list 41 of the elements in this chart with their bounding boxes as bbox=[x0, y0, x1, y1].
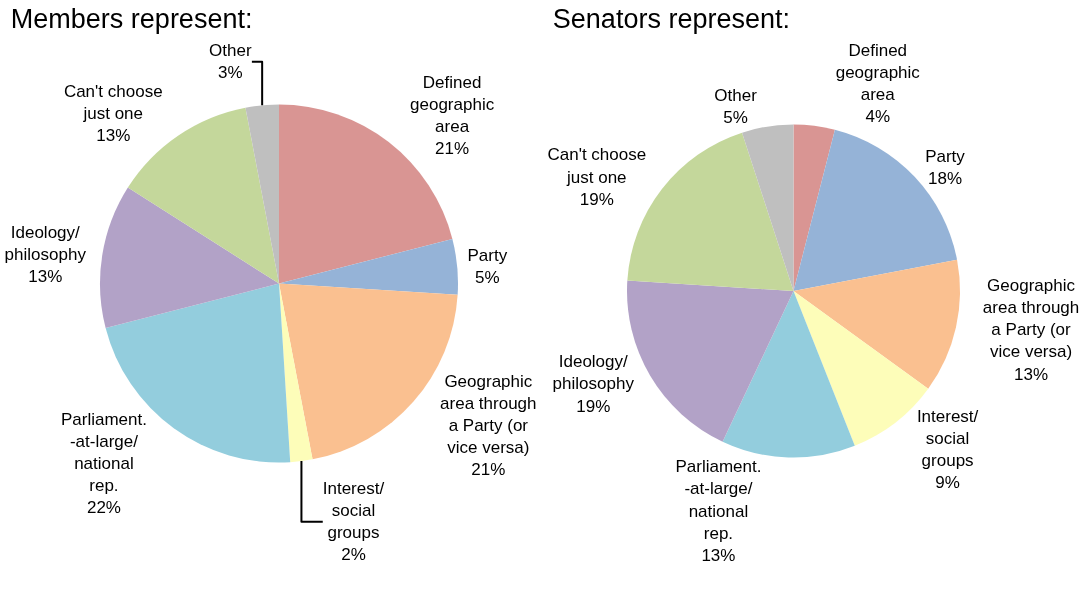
slice-label: Geographic area through a Party (or vice versa) bbox=[440, 371, 537, 457]
data-label: 13% bbox=[96, 126, 131, 146]
pie-slice bbox=[722, 291, 855, 458]
slice-label: Parliament. -at-large/ national rep. bbox=[675, 457, 762, 543]
pie-slice bbox=[742, 124, 794, 291]
data-label: 3% bbox=[218, 63, 243, 83]
pie-slice bbox=[279, 283, 313, 463]
slice-label: Other bbox=[209, 41, 252, 61]
slice-label: Ideology/ philosophy bbox=[4, 223, 87, 265]
data-label: 13% bbox=[701, 545, 736, 565]
slice-label: Ideology/ philosophy bbox=[552, 352, 635, 394]
slice-label: Can't choose just one bbox=[63, 82, 163, 124]
pie-slice bbox=[100, 187, 279, 329]
chart-title: Members represent: bbox=[10, 3, 253, 34]
data-label: 21% bbox=[435, 139, 470, 159]
data-label: 5% bbox=[475, 268, 500, 288]
data-label: 13% bbox=[1014, 364, 1049, 384]
data-label: 2% bbox=[341, 545, 366, 565]
pie-slice bbox=[793, 259, 960, 389]
slice-label: Interest/ social groups bbox=[916, 406, 979, 470]
slice-label: Parliament. -at-large/ national rep. bbox=[60, 409, 147, 496]
slice-label: Geographic area through a Party (or vice versa) bbox=[982, 276, 1080, 362]
data-label: 19% bbox=[576, 396, 611, 416]
data-label: 22% bbox=[86, 498, 121, 518]
slice-label: Party bbox=[925, 146, 966, 166]
pie-slice bbox=[279, 238, 458, 295]
slice-label: Interest/ social groups bbox=[322, 479, 385, 543]
slice-label: Other bbox=[714, 85, 758, 105]
data-label: 19% bbox=[579, 189, 614, 209]
slice-label: Defined geographic area bbox=[835, 41, 921, 105]
slice-label: Party bbox=[467, 245, 508, 265]
data-label: 13% bbox=[28, 267, 63, 287]
slice-label: Can't choose just one bbox=[547, 145, 647, 187]
slice-label: Defined geographic area bbox=[410, 72, 495, 136]
chart-title: Senators represent: bbox=[552, 3, 790, 34]
data-label: 5% bbox=[723, 108, 748, 128]
data-label: 21% bbox=[471, 460, 506, 480]
data-label: 18% bbox=[927, 168, 963, 188]
data-label: 4% bbox=[865, 107, 891, 127]
pie-slice bbox=[245, 104, 279, 284]
data-label: 9% bbox=[935, 472, 960, 492]
